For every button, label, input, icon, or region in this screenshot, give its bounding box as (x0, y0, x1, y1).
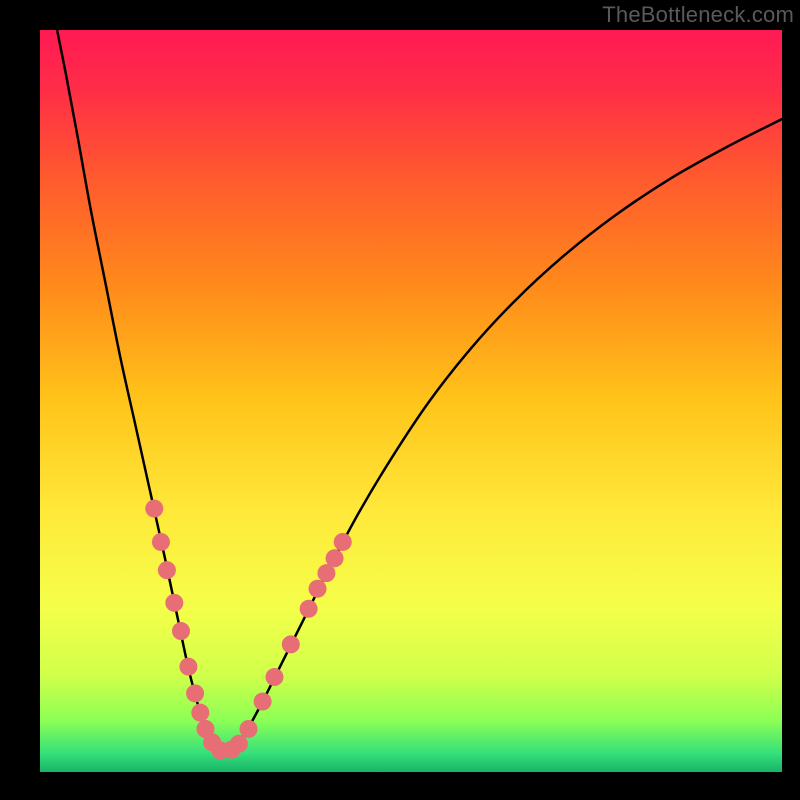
data-marker (152, 533, 170, 551)
chart-frame: TheBottleneck.com (0, 0, 800, 800)
data-marker (172, 622, 190, 640)
watermark-label: TheBottleneck.com (602, 2, 794, 28)
data-marker (265, 668, 283, 686)
plot-area (40, 30, 782, 772)
data-marker (179, 658, 197, 676)
data-marker (186, 684, 204, 702)
data-marker (165, 594, 183, 612)
left-curve (57, 30, 223, 753)
data-marker (282, 635, 300, 653)
data-marker (334, 533, 352, 551)
data-marker (191, 704, 209, 722)
data-marker (326, 549, 344, 567)
curves-layer (40, 30, 782, 772)
right-curve (223, 119, 782, 753)
data-markers (145, 500, 351, 760)
data-marker (145, 500, 163, 518)
data-marker (309, 580, 327, 598)
data-marker (158, 561, 176, 579)
data-marker (254, 693, 272, 711)
data-marker (240, 720, 258, 738)
data-marker (300, 600, 318, 618)
data-marker (230, 735, 248, 753)
